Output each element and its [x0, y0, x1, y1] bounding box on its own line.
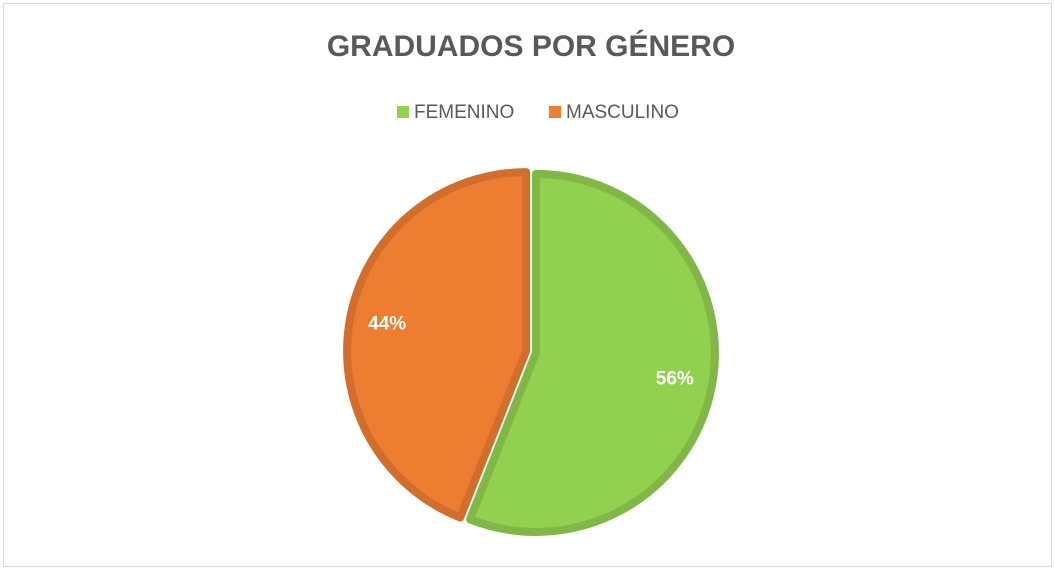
pie-slice	[343, 168, 531, 522]
legend-swatch	[397, 106, 409, 118]
data-label: 44%	[368, 314, 406, 335]
chart-title: GRADUADOS POR GÉNERO	[327, 29, 735, 63]
data-label: 56%	[656, 368, 694, 389]
legend-swatch	[549, 106, 561, 118]
pie-slice	[466, 169, 719, 536]
legend-label: MASCULINO	[566, 102, 679, 123]
legend-label: FEMENINO	[414, 102, 514, 123]
